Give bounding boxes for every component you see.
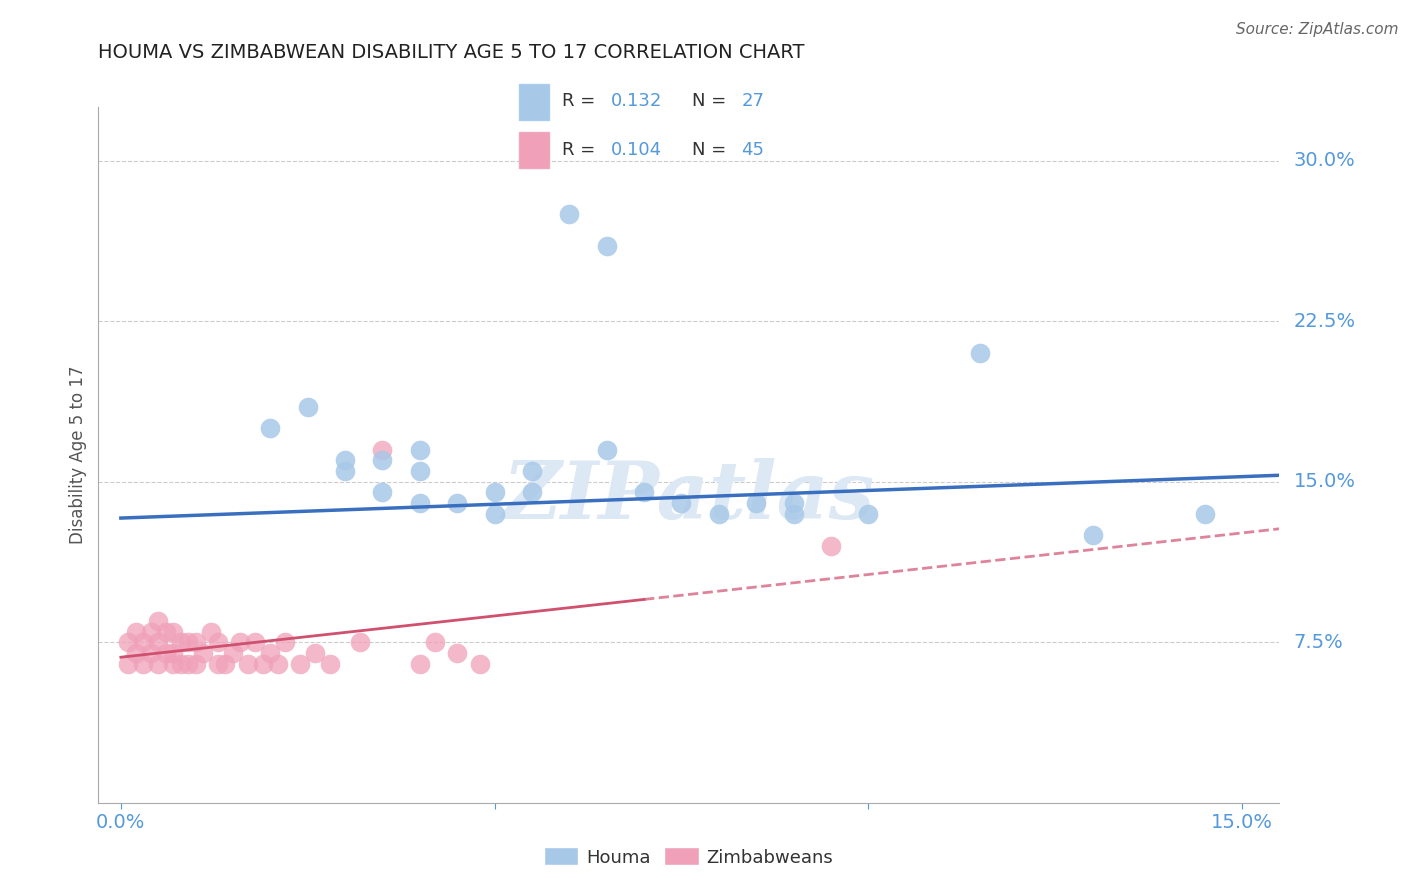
Point [162,624,184,639]
Point [304,646,326,660]
Point [969,346,991,360]
Point [125,624,148,639]
Point [207,657,229,671]
Point [371,442,394,457]
Text: R =: R = [562,93,600,111]
Point [633,485,655,500]
Text: 45: 45 [741,141,765,159]
Point [484,485,506,500]
Point [782,507,804,521]
Point [177,657,200,671]
Point [267,657,290,671]
Point [207,635,229,649]
Text: HOUMA VS ZIMBABWEAN DISABILITY AGE 5 TO 17 CORRELATION CHART: HOUMA VS ZIMBABWEAN DISABILITY AGE 5 TO … [98,44,804,62]
Point [596,442,619,457]
Point [132,657,155,671]
Text: 30.0%: 30.0% [1294,151,1355,170]
Text: 7.5%: 7.5% [1294,632,1343,652]
Point [745,496,768,510]
Point [169,657,191,671]
Legend: Houma, Zimbabweans: Houma, Zimbabweans [537,841,841,874]
Point [333,453,356,467]
Point [409,496,432,510]
Point [671,496,693,510]
Point [177,635,200,649]
Text: 0.132: 0.132 [612,93,662,111]
Text: N =: N = [692,141,731,159]
Point [191,646,214,660]
Point [1081,528,1104,542]
Point [274,635,297,649]
Point [245,635,267,649]
Point [371,453,394,467]
Point [162,646,184,660]
Point [858,507,880,521]
Point [409,464,432,478]
Point [259,421,281,435]
Point [520,485,543,500]
Point [155,624,177,639]
Point [484,507,506,521]
Point [371,485,394,500]
Point [139,624,162,639]
Point [558,207,581,221]
Point [155,646,177,660]
Point [252,657,274,671]
Point [259,646,281,660]
FancyBboxPatch shape [519,84,550,120]
Point [290,657,312,671]
Point [184,657,207,671]
Point [132,635,155,649]
FancyBboxPatch shape [519,132,550,168]
Point [148,635,170,649]
Point [520,464,543,478]
Text: 0.104: 0.104 [612,141,662,159]
Point [236,657,259,671]
Point [820,539,842,553]
Text: Source: ZipAtlas.com: Source: ZipAtlas.com [1236,22,1399,37]
Point [117,635,139,649]
Point [139,646,162,660]
Point [409,442,432,457]
Point [707,507,730,521]
Point [184,635,207,649]
Point [349,635,371,649]
Text: N =: N = [692,93,731,111]
Text: 22.5%: 22.5% [1294,311,1355,331]
Point [169,635,191,649]
Point [596,239,619,253]
Y-axis label: Disability Age 5 to 17: Disability Age 5 to 17 [69,366,87,544]
Point [319,657,342,671]
Point [446,646,468,660]
Point [125,646,148,660]
Point [409,657,432,671]
Point [117,657,139,671]
Text: ZIPatlas: ZIPatlas [503,458,875,535]
Point [1194,507,1216,521]
Point [468,657,491,671]
Point [446,496,468,510]
Point [200,624,222,639]
Point [782,496,804,510]
Point [148,657,170,671]
Text: R =: R = [562,141,600,159]
Point [214,657,236,671]
Point [222,646,245,660]
Point [148,614,170,628]
Point [297,400,319,414]
Point [162,657,184,671]
Point [333,464,356,478]
Text: 27: 27 [741,93,765,111]
Point [229,635,252,649]
Point [423,635,446,649]
Text: 15.0%: 15.0% [1294,472,1355,491]
